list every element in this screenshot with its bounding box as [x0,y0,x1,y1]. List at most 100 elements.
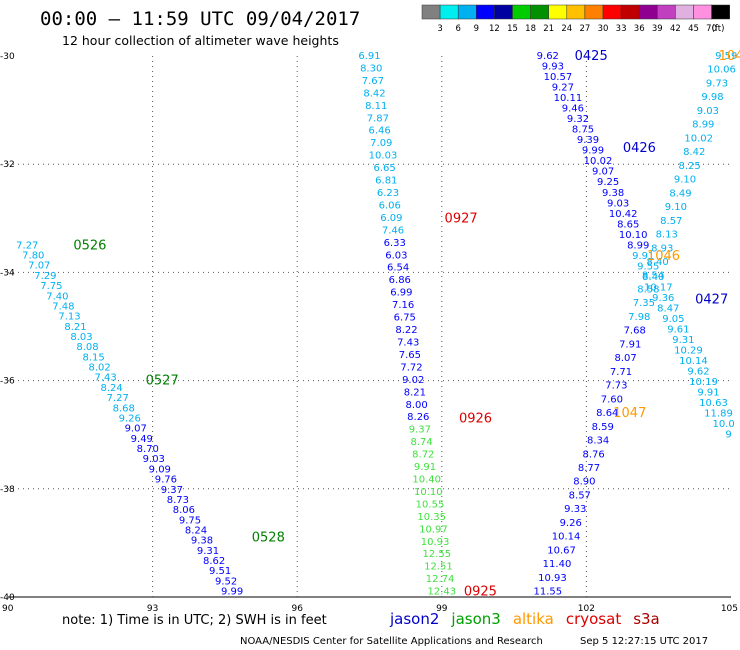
scale-label: 21 [543,24,554,34]
satellite-legend: jason2 jason3 altika cryosat s3a [389,610,660,628]
wave-height-value: 6.75 [394,313,416,324]
y-tick-label: -32 [0,160,15,170]
wave-height-value: 10.10 [619,230,648,241]
wave-height-value: 7.65 [399,350,421,361]
wave-height-value: 9.51 [209,566,231,577]
wave-height-value: 8.68 [113,403,135,414]
wave-height-value: 8.30 [360,64,382,75]
x-tick-label: 96 [291,604,303,614]
pass-time-label: 0426 [623,141,656,156]
scale-swatch [476,4,495,20]
scale-swatch [457,4,477,20]
wave-height-value: 9.26 [119,414,141,425]
y-tick-label: -38 [0,485,15,495]
wave-height-value: 9.03 [697,106,719,117]
track-jason2-descending: 9.629.9310.579.2710.119.469.328.759.399.… [537,49,735,441]
color-scale: 3 6 9 12 15 18 21 24 27 30 33 36 39 42 45 70(ft) [421,4,730,34]
wave-height-value: 9.98 [701,92,723,103]
wave-height-value: 8.40 [646,257,668,268]
wave-height-value: 10.06 [707,65,736,76]
scale-swatch [421,4,441,20]
wave-height-value: 10.97 [419,524,448,535]
wave-height-value: 6.99 [390,288,412,299]
pass-time-label: 0526 [73,238,106,253]
wave-height-value: 8.74 [410,437,432,448]
scale-swatch [638,4,658,20]
axis-ticks: 90 93 96 99 102 105 -30 -32 -34 -36 -38 -40 [0,52,738,614]
pass-time-label: 104 [719,49,740,64]
scale-label: 33 [616,24,627,34]
wave-height-value: 8.21 [64,322,86,333]
wave-height-value: 8.02 [88,363,110,374]
wave-height-value: 10.10 [414,487,443,498]
wave-height-value: 8.47 [657,304,679,315]
wave-height-value: 10.11 [554,93,583,104]
wave-height-value: 8.65 [617,219,639,230]
wave-height-value: 9.99 [221,587,243,598]
wave-height-value: 9.99 [582,146,604,157]
wave-height-value: 8.25 [678,161,700,172]
scale-swatch [657,4,676,20]
wave-height-value: 8.49 [669,188,691,199]
wave-height-value: 10.57 [544,72,573,83]
wave-height-value: 9 [725,430,731,441]
wave-height-value: 6.09 [380,213,402,224]
wave-height-value: 8.75 [572,125,594,136]
page-title: 00:00 – 11:59 UTC 09/04/2017 [40,8,360,30]
wave-height-value: 9.76 [155,475,177,486]
plot-area [8,56,731,598]
scale-swatch [439,4,459,20]
wave-height-value: 9.32 [567,114,589,125]
wave-height-value: 10.0 [712,419,734,430]
wave-height-value: 9.93 [542,62,564,73]
wave-height-value: 10.93 [421,537,450,548]
wave-height-value: 7.71 [610,367,632,378]
pass-time-label: 0927 [445,211,478,226]
wave-height-value: 7.40 [46,291,68,302]
wave-height-value: 10.35 [417,512,446,523]
wave-height-value: 8.08 [76,342,98,353]
wave-height-value: 8.59 [592,422,614,433]
wave-height-value: 9.73 [706,79,728,90]
wave-height-value: 8.42 [683,147,705,158]
footer-credit: NOAA/NESDIS Center for Satellite Applica… [240,636,543,647]
scale-swatch [584,4,604,20]
wave-height-value: 8.58 [637,285,659,296]
wave-height-value: 8.06 [173,505,195,516]
pass-time-label: 0425 [575,49,608,64]
wave-height-value: 8.00 [405,400,427,411]
y-tick-label: -40 [0,593,15,603]
wave-height-value: 8.90 [573,477,595,488]
scale-swatch [548,4,568,20]
wave-height-value: 8.73 [167,495,189,506]
track-cryosat: 6.91 8.307.678.42 8.117.87 6.467.09 10.036.6… [358,51,497,600]
x-tick-label: 93 [147,604,158,614]
x-tick-label: 90 [2,604,14,614]
wave-height-value: 8.07 [614,353,636,364]
wave-height-value: 10.93 [538,573,567,584]
scale-label: 30 [598,24,609,34]
wave-height-value: 8.77 [578,463,600,474]
scale-label: 42 [670,24,681,34]
scale-swatch [602,4,622,20]
scale-label: 3 [437,24,442,34]
wave-height-value: 7.29 [34,271,56,282]
wave-height-value: 7.75 [40,281,62,292]
wave-height-value: 9.09 [149,464,171,475]
wave-height-value: 9.27 [552,83,574,94]
scale-label: 12 [489,24,500,34]
wave-height-value: 9.91 [697,388,719,399]
wave-height-value: 6.33 [384,238,406,249]
wave-height-value: 8.26 [407,412,429,423]
wave-height-value: 7.27 [107,393,129,404]
wave-height-value: 10.40 [412,475,441,486]
legend-cryosat: cryosat [566,610,621,628]
wave-height-value: 11.40 [543,559,572,570]
wave-height-value: 10.17 [644,282,673,293]
wave-height-value: 9.31 [197,546,219,557]
y-tick-label: -36 [0,377,15,387]
wave-height-value: 8.24 [100,383,122,394]
wave-height-value: 12.51 [424,562,453,573]
wave-height-value: 11.55 [533,587,562,598]
